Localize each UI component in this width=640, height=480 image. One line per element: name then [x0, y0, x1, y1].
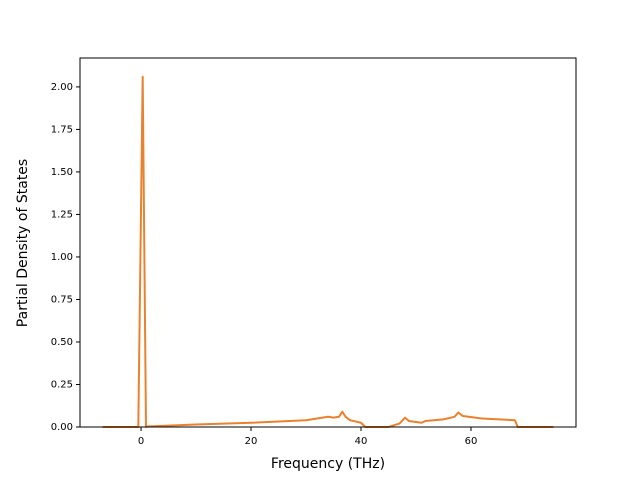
y-tick-label: 1.00 — [51, 252, 73, 263]
x-tick-label: 60 — [465, 436, 478, 447]
plot-frame — [79, 57, 577, 428]
y-tick-label: 0.00 — [51, 422, 73, 433]
y-tick-label: 2.00 — [51, 82, 73, 93]
data-line — [102, 75, 554, 428]
y-tick-label: 0.75 — [51, 294, 73, 305]
x-tick-label: 20 — [245, 436, 258, 447]
y-tick-label: 0.50 — [51, 337, 73, 348]
y-tick-label: 1.50 — [51, 167, 73, 178]
x-tick-label: 0 — [138, 436, 144, 447]
y-tick-label: 0.25 — [51, 379, 73, 390]
y-tick-label: 1.75 — [51, 124, 73, 135]
x-tick-label: 40 — [355, 436, 368, 447]
x-axis-label: Frequency (THz) — [271, 456, 385, 472]
y-tick-label: 1.25 — [51, 209, 73, 220]
y-axis-label: Partial Density of States — [15, 159, 31, 327]
